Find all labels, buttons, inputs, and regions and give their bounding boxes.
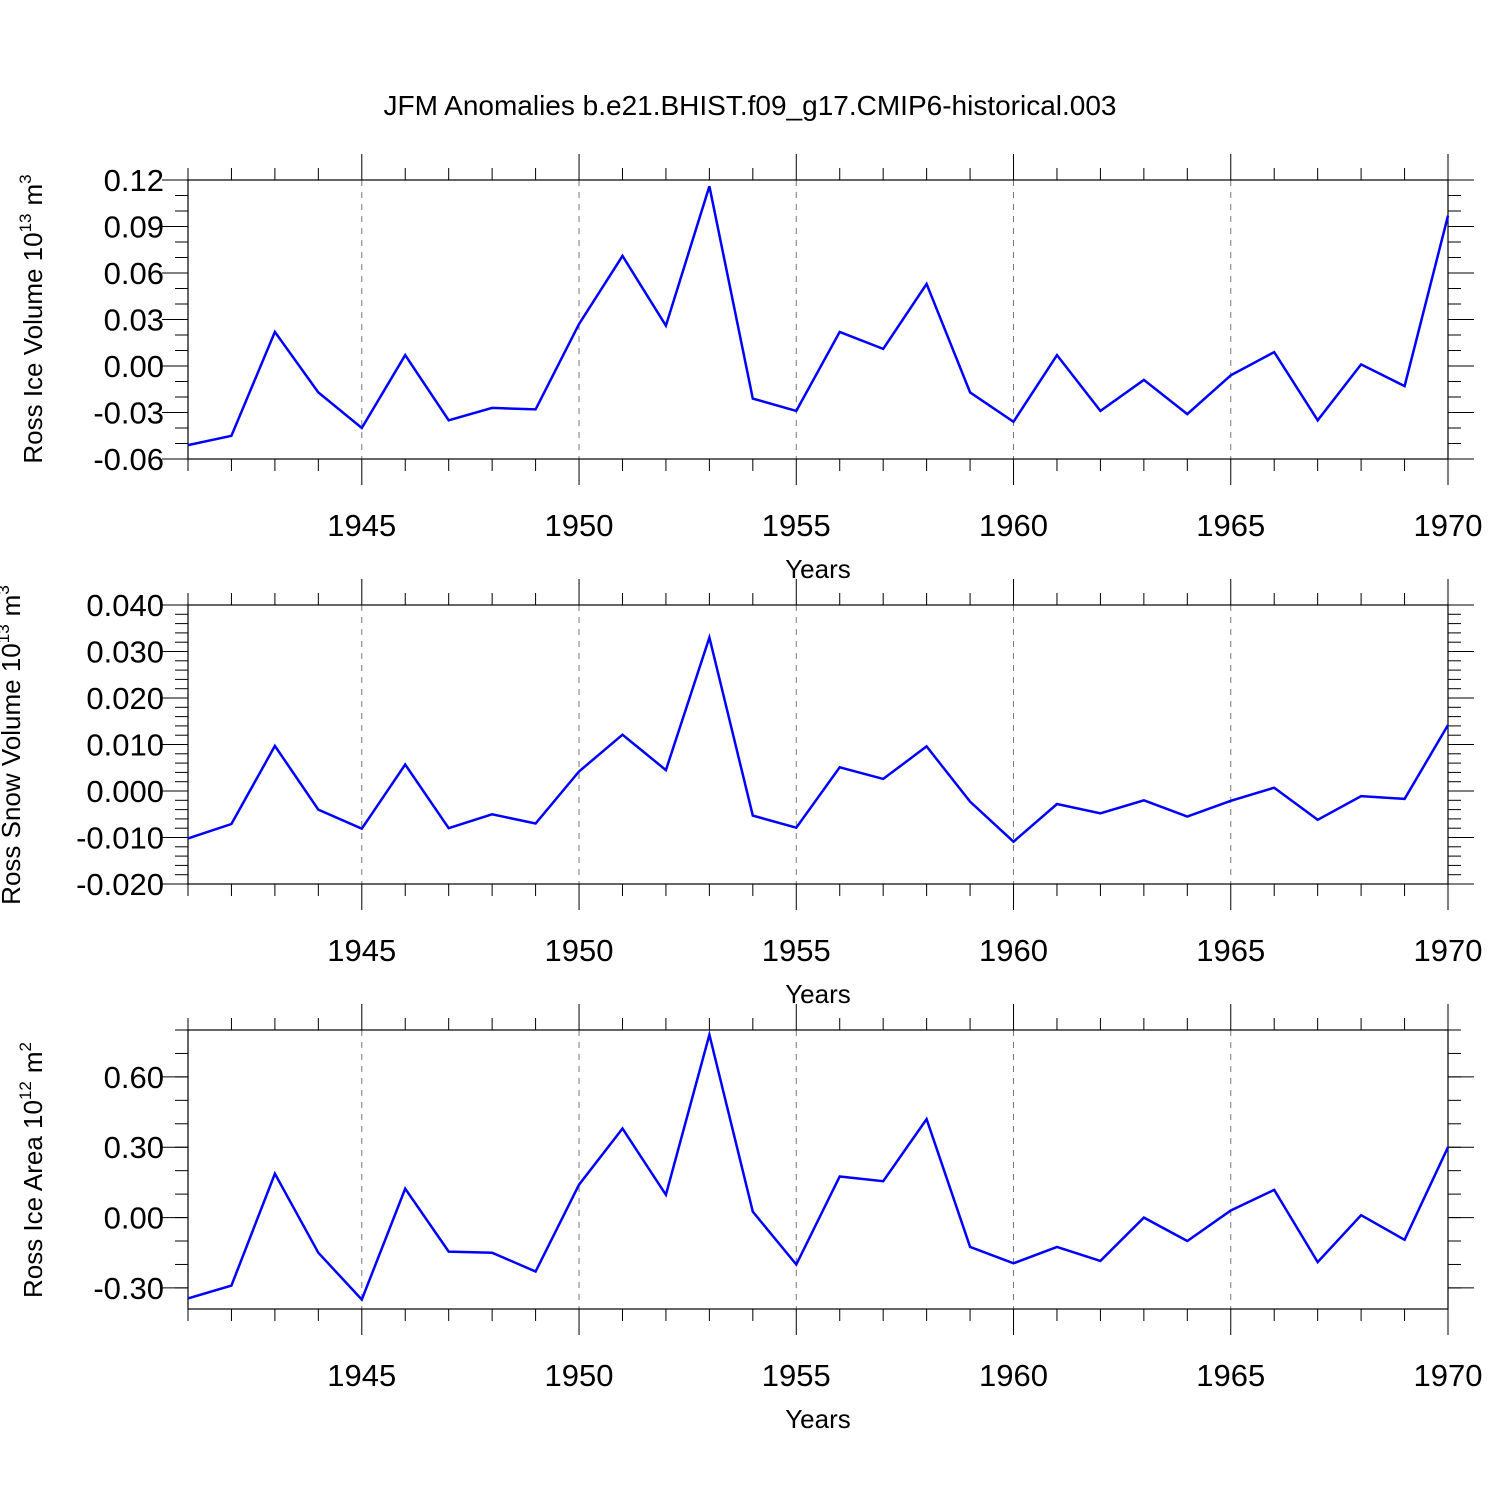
- chart1-y-tick-label: 0.000: [86, 774, 164, 809]
- chart2-x-tick-label: 1950: [545, 1358, 614, 1393]
- chart2-x-tick-label: 1945: [327, 1358, 396, 1393]
- chart0-x-tick-label: 1965: [1196, 508, 1265, 543]
- chart0-y-tick-label: -0.03: [93, 396, 164, 431]
- chart1-y-tick-label: -0.010: [76, 821, 164, 856]
- chart2-y-tick-label: -0.30: [93, 1271, 164, 1306]
- chart2-x-tick-label: 1965: [1196, 1358, 1265, 1393]
- chart1-x-tick-label: 1960: [979, 933, 1048, 968]
- chart2-x-tick-label: 1960: [979, 1358, 1048, 1393]
- chart1-x-tick-label: 1970: [1414, 933, 1483, 968]
- chart1-y-tick-label: 0.020: [86, 681, 164, 716]
- chart0-x-tick-label: 1960: [979, 508, 1048, 543]
- chart1-y-axis-title-unit-exponent: 3: [0, 585, 13, 594]
- chart0-y-axis-title-unit: m: [18, 184, 48, 206]
- chart2-y-axis-title-text: Ross Ice Area 10: [18, 1100, 48, 1298]
- chart2-x-tick-label: 1955: [762, 1358, 831, 1393]
- chart0-y-tick-label: 0.09: [104, 210, 164, 245]
- chart0-x-tick-label: 1970: [1414, 508, 1483, 543]
- figure-title: JFM Anomalies b.e21.BHIST.f09_g17.CMIP6-…: [383, 90, 1116, 121]
- chart1-y-tick-label: 0.030: [86, 635, 164, 670]
- chart0-y-axis-title-exponent: 13: [16, 213, 35, 232]
- chart2-y-axis-title: Ross Ice Area 1012 m2: [16, 1042, 48, 1298]
- chart1-plot-frame: [187, 604, 1449, 885]
- chart1-y-axis-title: Ross Snow Volume 1013 m3: [0, 585, 26, 905]
- chart2-y-tick-label: 0.30: [104, 1130, 164, 1165]
- chart1-y-tick-label: -0.020: [76, 867, 164, 902]
- chart2-x-axis-title: Years: [785, 1404, 851, 1434]
- chart0-y-tick-label: -0.06: [93, 442, 164, 477]
- chart0-y-axis-title-text: Ross Ice Volume 10: [18, 232, 48, 463]
- chart1-y-tick-label: 0.040: [86, 588, 164, 623]
- chart0-y-axis-title: Ross Ice Volume 1013 m3: [16, 174, 48, 463]
- ice-area-panel: -0.30 0.00 0.30 0.60 1945 1950 1955 1960 1965 197…: [16, 1004, 1482, 1434]
- chart2-y-axis-title-unit: m: [18, 1051, 48, 1073]
- chart2-y-axis-title-unit-exponent: 2: [16, 1042, 35, 1051]
- chart1-series-line: [187, 632, 1450, 844]
- chart0-y-tick-label: 0.06: [104, 256, 164, 291]
- chart2-y-tick-label: 0.60: [104, 1060, 164, 1095]
- chart1-y-tick-label: 0.010: [86, 728, 164, 763]
- chart1-x-tick-label: 1965: [1196, 933, 1265, 968]
- chart0-y-tick-label: 0.12: [104, 163, 164, 198]
- chart2-y-axis-title-exponent: 12: [16, 1081, 35, 1100]
- snow-volume-panel: -0.020 -0.010 0.000 0.010 0.020 0.030 0.040 194…: [0, 579, 1482, 1009]
- chart0-x-tick-label: 1955: [762, 508, 831, 543]
- chart0-plot-frame: [187, 179, 1449, 460]
- chart0-y-axis-title-unit-exponent: 3: [16, 174, 35, 183]
- chart2-y-tick-label: 0.00: [104, 1201, 164, 1236]
- chart0-x-tick-label: 1950: [545, 508, 614, 543]
- chart2-plot-frame: [187, 1029, 1449, 1310]
- chart1-x-axis-title: Years: [785, 979, 851, 1009]
- chart2-x-tick-label: 1970: [1414, 1358, 1483, 1393]
- chart0-series-line: [187, 185, 1450, 447]
- chart2-series-line: [187, 1029, 1450, 1302]
- chart0-x-axis-title: Years: [785, 554, 851, 584]
- chart1-x-tick-label: 1950: [545, 933, 614, 968]
- ice-volume-panel: -0.06 -0.03 0.00 0.03 0.06 0.09 0.12 1945 1950 19…: [16, 154, 1482, 584]
- chart1-y-axis-title-unit: m: [0, 595, 26, 617]
- chart0-x-tick-label: 1945: [327, 508, 396, 543]
- chart1-x-tick-label: 1955: [762, 933, 831, 968]
- chart0-y-tick-label: 0.00: [104, 349, 164, 384]
- chart0-y-tick-label: 0.03: [104, 303, 164, 338]
- chart1-y-axis-title-text: Ross Snow Volume 10: [0, 643, 26, 905]
- chart1-y-axis-title-exponent: 13: [0, 624, 13, 643]
- chart1-x-tick-label: 1945: [327, 933, 396, 968]
